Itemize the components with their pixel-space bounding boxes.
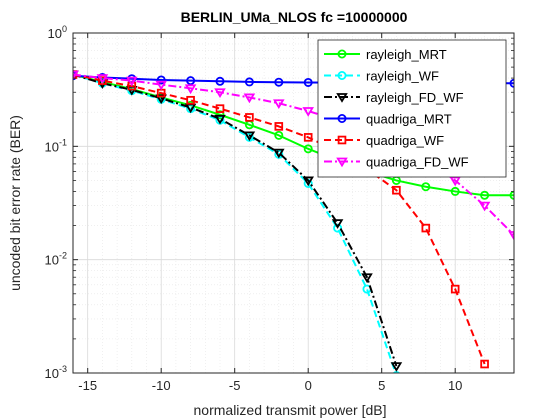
- rayleigh_MRT-point: [450, 186, 460, 196]
- y-tick-labels: 100 10-1 10-2 10-3: [45, 24, 67, 381]
- quadriga_FD_WF-point: [73, 70, 79, 81]
- tick-marks: [73, 32, 514, 374]
- x-tick-label: -15: [78, 378, 97, 393]
- quadriga_MRT-point: [274, 77, 284, 87]
- quadriga_WF-point: [215, 104, 225, 113]
- chart-title: BERLIN_UMa_NLOS fc =10000000: [181, 9, 408, 25]
- series-line-rayleigh_FD_WF: [73, 73, 398, 367]
- legend-item-quadriga_WF: quadriga_WF: [324, 133, 444, 148]
- rayleigh_MRT-point: [274, 130, 284, 140]
- legend-label: quadriga_WF: [366, 133, 444, 148]
- quadriga_MRT-point: [244, 77, 254, 87]
- legend-item-quadriga_FD_WF: quadriga_FD_WF: [324, 155, 469, 170]
- quadriga_WF-point: [127, 81, 137, 91]
- legend-box: [317, 39, 507, 178]
- rayleigh_FD_WF-point: [361, 273, 373, 283]
- axes-frame: [72, 32, 515, 374]
- quadriga_WF-point: [450, 284, 460, 294]
- quadriga_FD_WF-point: [155, 80, 167, 91]
- quadriga_FD_WF-point: [214, 88, 226, 99]
- legend-point: [337, 49, 347, 59]
- legend-label: rayleigh_FD_WF: [366, 90, 464, 105]
- quadriga_MRT-point: [186, 76, 196, 86]
- legend-point: [336, 157, 348, 168]
- rayleigh_FD_WF-point: [331, 219, 344, 229]
- legend-point: [337, 135, 347, 145]
- quadriga_FD_WF-point: [243, 93, 256, 104]
- x-tick-label: 5: [378, 378, 385, 393]
- rayleigh_FD_WF-point: [390, 362, 403, 372]
- quadriga_WF-point: [303, 133, 313, 142]
- y-tick-label: 10-2: [45, 251, 67, 268]
- legend-point: [337, 71, 347, 81]
- y-axis-label: uncoded bit error rate (BER): [7, 115, 23, 291]
- quadriga_WF-point: [480, 359, 489, 369]
- legend-item-rayleigh_MRT: rayleigh_MRT: [324, 47, 447, 62]
- quadriga_MRT-point: [156, 75, 166, 85]
- series-quadriga_FD_WF: [73, 70, 514, 241]
- quadriga_WF-point: [98, 76, 107, 85]
- rayleigh_FD_WF-point: [155, 94, 167, 105]
- rayleigh_FD_WF-point: [302, 176, 314, 187]
- series-line-quadriga_WF: [73, 73, 486, 365]
- quadriga_FD_WF-point: [96, 74, 109, 84]
- y-tick-label: 100: [48, 24, 67, 41]
- x-tick-label: -5: [229, 378, 241, 393]
- x-tick-labels: -15 -10 -5 0 5 10: [78, 378, 462, 393]
- y-tick-label: 10-3: [45, 364, 67, 381]
- legend-label: rayleigh_MRT: [366, 47, 447, 62]
- x-tick-label: -10: [152, 378, 171, 393]
- quadriga_FD_WF-point: [449, 176, 461, 187]
- quadriga_WF-point: [186, 95, 195, 105]
- rayleigh_MRT-point: [303, 144, 313, 154]
- legend-item-rayleigh_FD_WF: rayleigh_FD_WF: [324, 90, 464, 105]
- quadriga_MRT-point: [215, 76, 225, 86]
- legend-point: [337, 114, 347, 124]
- legend-label: rayleigh_WF: [366, 69, 439, 84]
- rayleigh_FD_WF-point: [243, 131, 256, 142]
- rayleigh_WF-point: [392, 371, 401, 373]
- quadriga_FD_WF-point: [302, 107, 314, 117]
- x-tick-label: 0: [305, 378, 312, 393]
- rayleigh_MRT-point: [215, 110, 225, 120]
- rayleigh_MRT-point: [421, 182, 431, 192]
- rayleigh_FD_WF-point: [273, 148, 285, 159]
- legend-item-rayleigh_WF: rayleigh_WF: [324, 69, 439, 84]
- legend-item-quadriga_MRT: quadriga_MRT: [324, 112, 452, 127]
- quadriga_MRT-point: [303, 77, 313, 87]
- quadriga_WF-point: [245, 113, 254, 122]
- quadriga_WF-point: [421, 223, 431, 233]
- x-tick-label: 10: [448, 378, 462, 393]
- legend-label: quadriga_MRT: [366, 112, 452, 127]
- quadriga_FD_WF-point: [126, 76, 138, 87]
- legend: rayleigh_MRT rayleigh_WF rayleigh_FD_WFqua…: [317, 39, 507, 178]
- legend-point: [336, 93, 348, 103]
- legend-label: quadriga_FD_WF: [366, 155, 469, 170]
- rayleigh_MRT-point: [480, 190, 490, 200]
- x-axis-label: normalized transmit power [dB]: [194, 402, 387, 418]
- quadriga_FD_WF-point: [478, 201, 491, 212]
- series-layer: [73, 70, 514, 373]
- rayleigh_FD_WF-point: [214, 114, 226, 125]
- quadriga_FD_WF-point: [508, 231, 514, 241]
- quadriga_FD_WF-point: [273, 99, 285, 109]
- y-tick-label: 10-1: [45, 137, 67, 154]
- quadriga_FD_WF-point: [184, 84, 197, 95]
- quadriga_WF-point: [274, 122, 284, 131]
- quadriga_WF-point: [392, 185, 401, 195]
